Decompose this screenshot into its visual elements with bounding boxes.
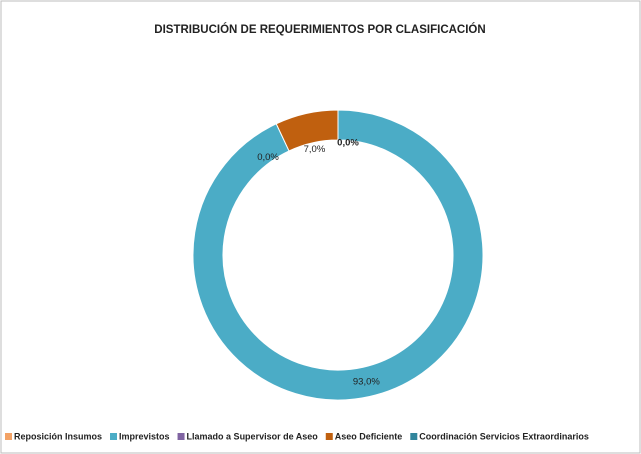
legend-label: Coordinación Servicios Extraordinarios	[419, 431, 589, 441]
data-label: 93,0%	[353, 376, 380, 387]
legend-swatch	[325, 433, 333, 440]
data-label: 7,0%	[304, 144, 326, 155]
legend-label: Aseo Deficiente	[335, 431, 403, 441]
legend-swatch	[110, 433, 118, 440]
donut-slice	[275, 109, 339, 152]
data-label: 0,0%	[337, 138, 359, 149]
legend-swatch	[410, 433, 418, 440]
legend-label: Llamado a Supervisor de Aseo	[187, 431, 319, 441]
legend-label: Reposición Insumos	[14, 431, 102, 441]
legend-label: Imprevistos	[119, 431, 170, 441]
data-label: 0,0%	[257, 152, 279, 163]
chart-title: DISTRIBUCIÓN DE REQUERIMIENTOS POR CLASI…	[154, 23, 485, 36]
legend-swatch	[5, 433, 12, 440]
donut-slice	[192, 109, 484, 401]
legend-swatch	[177, 433, 185, 440]
